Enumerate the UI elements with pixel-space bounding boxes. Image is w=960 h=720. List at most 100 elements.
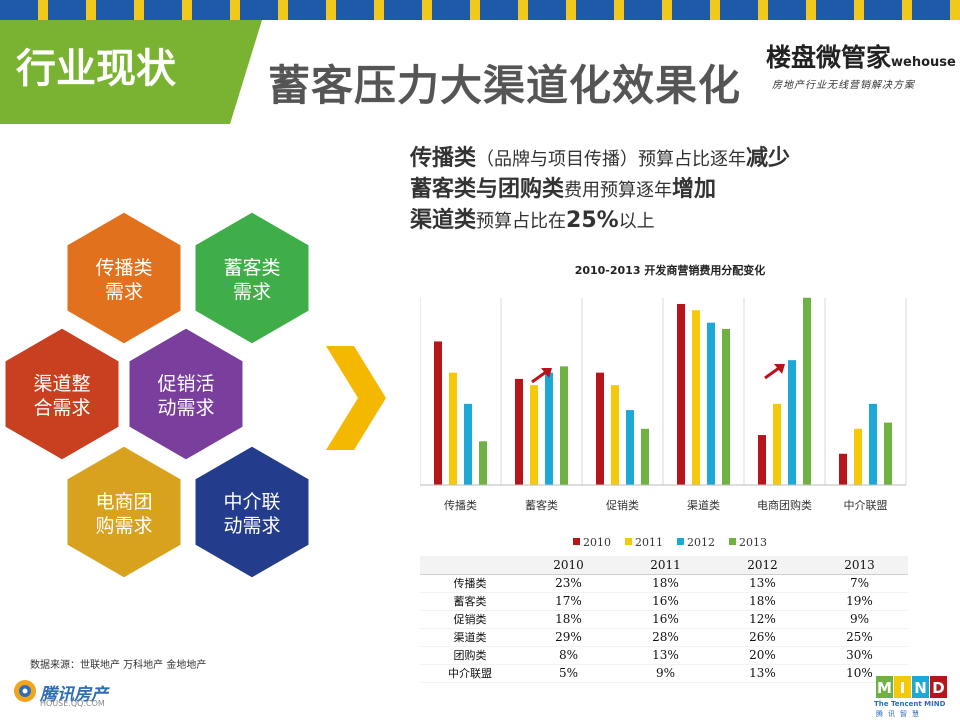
- bar-2010-传播类: [434, 341, 442, 485]
- table-cell: 16%: [617, 610, 714, 629]
- bar-2013-电商团购类: [803, 297, 811, 485]
- table-cell: 18%: [617, 574, 714, 593]
- table-cell: 12%: [714, 610, 811, 629]
- bar-2012-促销类: [626, 410, 634, 485]
- hexagon-label: 传播类: [95, 257, 152, 279]
- legend-swatch: [677, 538, 684, 545]
- hexagon-label: 中介联: [223, 491, 280, 513]
- summary-line-2: 蓄客类与团购类费用预算逐年增加: [410, 175, 790, 206]
- chevron-right-icon: [326, 346, 386, 450]
- category-label: 电商团购类: [757, 498, 812, 512]
- legend-swatch: [625, 538, 632, 545]
- table-row-label: 蓄客类: [420, 592, 520, 611]
- logo-slogan: 房地产行业无线营销解决方案: [772, 80, 915, 91]
- hexagon-label: 购需求: [95, 515, 152, 537]
- table-column-header: 2011: [617, 556, 714, 575]
- table-column-header: 2012: [714, 556, 811, 575]
- bar-2010-渠道类: [677, 303, 685, 485]
- hexagon-label: 需求: [233, 281, 271, 303]
- summary-line-1: 传播类（品牌与项目传播）预算占比逐年减少: [410, 144, 790, 175]
- legend-label: 2013: [739, 536, 767, 549]
- table-cell: 5%: [520, 664, 617, 683]
- table-cell: 13%: [714, 574, 811, 593]
- bar-2012-传播类: [464, 403, 472, 485]
- bar-2012-电商团购类: [788, 360, 796, 485]
- bar-2013-蓄客类: [560, 366, 568, 485]
- table-cell: 25%: [811, 628, 908, 647]
- table-cell: 20%: [714, 646, 811, 665]
- hexagon-label: 渠道整: [33, 373, 90, 395]
- mind-letter: D: [932, 679, 944, 697]
- summary-bold: 蓄客类与团购类: [410, 177, 565, 202]
- section-banner: [0, 20, 262, 124]
- table-cell: 7%: [811, 574, 908, 593]
- category-label: 促销类: [606, 498, 639, 512]
- summary-text-part: 以上: [618, 211, 655, 232]
- brand-url: HOUSE.QQ.COM: [40, 699, 105, 708]
- table-cell: 16%: [617, 592, 714, 611]
- table-cell: 18%: [520, 610, 617, 629]
- hexagon-label: 促销活: [157, 373, 214, 395]
- table-row: 传播类 23% 18% 13% 7%: [420, 574, 908, 593]
- table-cell: 30%: [811, 646, 908, 665]
- legend-label: 2010: [583, 536, 611, 549]
- summary-text: 传播类（品牌与项目传播）预算占比逐年减少 蓄客类与团购类费用预算逐年增加 渠道类…: [410, 144, 790, 237]
- legend-swatch: [729, 538, 736, 545]
- table-cell: 9%: [811, 610, 908, 629]
- hexagon-label: 合需求: [33, 397, 90, 419]
- wehouse-logo: 楼盘微管家wehouse: [766, 38, 956, 74]
- table-column-header: 2010: [520, 556, 617, 575]
- table-row: 团购类 8% 13% 20% 30%: [420, 646, 908, 665]
- legend-swatch: [573, 538, 580, 545]
- bar-2010-促销类: [596, 372, 604, 485]
- table-cell: 29%: [520, 628, 617, 647]
- table-column-header: 2013: [811, 556, 908, 575]
- category-label: 蓄客类: [525, 498, 558, 512]
- table-cell: 19%: [811, 592, 908, 611]
- hexagon-label: 电商团: [95, 491, 152, 513]
- table-cell: 17%: [520, 592, 617, 611]
- bar-2010-蓄客类: [515, 378, 523, 485]
- table-cell: 13%: [714, 664, 811, 683]
- data-source: 数据来源：世联地产 万科地产 金地地产: [30, 660, 207, 671]
- summary-text-part: 费用预算逐年: [564, 180, 673, 201]
- table-row-label: 传播类: [420, 574, 520, 593]
- table-cell: 18%: [714, 592, 811, 611]
- hexagon-label: 蓄客类: [223, 257, 280, 279]
- logo-en: wehouse: [891, 55, 956, 70]
- mind-letter: N: [914, 679, 927, 697]
- bar-2011-传播类: [449, 372, 457, 485]
- mind-letter: I: [900, 679, 906, 697]
- legend-label: 2012: [687, 536, 715, 549]
- bar-2011-电商团购类: [773, 403, 781, 485]
- tencent-house-logo-icon: [14, 680, 36, 702]
- bar-2012-蓄客类: [545, 372, 553, 485]
- bar-2013-渠道类: [722, 328, 730, 485]
- category-label: 渠道类: [687, 498, 720, 512]
- table-corner: [420, 556, 520, 575]
- section-title: 行业现状: [16, 46, 176, 92]
- table-header-row: 2010 2011 2012 2013: [420, 556, 908, 575]
- chart-title: 2010-2013 开发商营销费用分配变化: [575, 263, 766, 277]
- table-row: 促销类 18% 16% 12% 9%: [420, 610, 908, 629]
- section-banner-cut: [230, 20, 262, 124]
- bar-2012-中介联盟: [869, 403, 877, 485]
- table-cell: 26%: [714, 628, 811, 647]
- bar-2010-中介联盟: [839, 453, 847, 485]
- category-label: 传播类: [444, 498, 477, 512]
- brand-name: 腾讯房产: [40, 685, 108, 705]
- table-row-label: 中介联盟: [420, 664, 520, 683]
- legend-label: 2011: [635, 536, 663, 549]
- bar-2011-促销类: [611, 385, 619, 485]
- summary-text-part: （品牌与项目传播）预算占比逐年: [476, 149, 747, 170]
- table-row-label: 促销类: [420, 610, 520, 629]
- trend-up-arrow-icon: [531, 368, 552, 384]
- hexagon-label: 需求: [105, 281, 143, 303]
